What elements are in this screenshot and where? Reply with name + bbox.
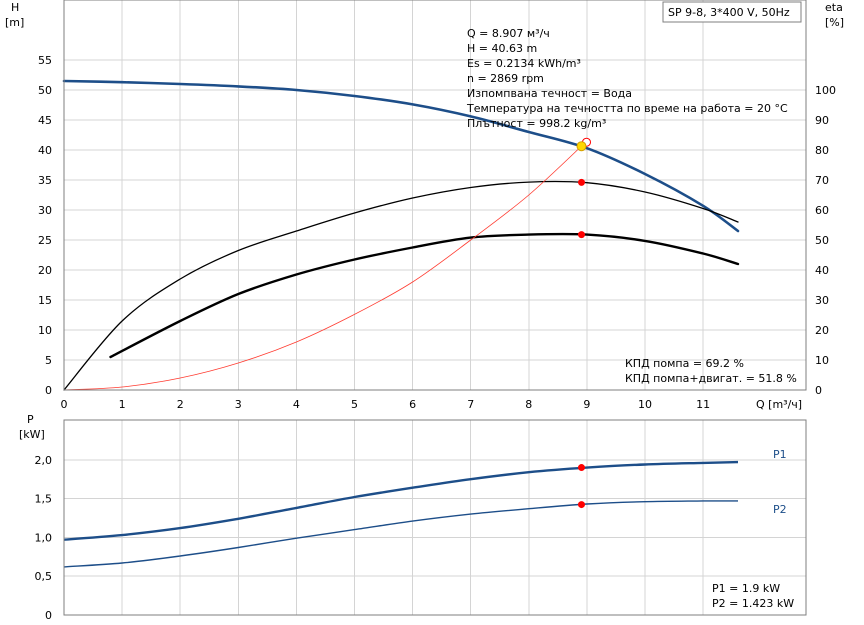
y-right-tick-30: 30 xyxy=(815,294,829,307)
y-left-tick-10: 10 xyxy=(38,324,52,337)
info-line-es: Es = 0.2134 kWh/m³ xyxy=(467,57,581,70)
y-left-tick-5: 5 xyxy=(45,354,52,367)
y-right-tick-100: 100 xyxy=(815,84,836,97)
y-left-tick-50: 50 xyxy=(38,84,52,97)
info-line-n: n = 2869 rpm xyxy=(467,72,544,85)
y-left-tick-0: 0 xyxy=(45,384,52,397)
y-right-tick-80: 80 xyxy=(815,144,829,157)
power-line-p2: P2 = 1.423 kW xyxy=(712,597,794,610)
y-bottom-tick-2,0: 2,0 xyxy=(35,454,53,467)
eff-line-pump: КПД помпа = 69.2 % xyxy=(625,357,744,370)
system-curve xyxy=(63,140,588,391)
info-line-temp: Температура на течността по време на раб… xyxy=(466,102,788,115)
bottom-y-label-line2: [kW] xyxy=(19,428,45,441)
x-tick-6: 6 xyxy=(409,398,416,411)
x-tick-8: 8 xyxy=(525,398,532,411)
bottom-plot-frame xyxy=(63,419,807,616)
y-left-tick-15: 15 xyxy=(38,294,52,307)
eta-pump-op-marker xyxy=(577,178,585,186)
top-y-right-label-line2: [%] xyxy=(825,16,844,29)
power-curve-p1 xyxy=(63,460,739,541)
p1-op-marker xyxy=(577,464,585,472)
y-right-tick-40: 40 xyxy=(815,264,829,277)
info-line-fluid: Изпомпвана течност = Вода xyxy=(467,87,632,100)
power-line-p1: P1 = 1.9 kW xyxy=(712,582,780,595)
y-bottom-tick-0: 0 xyxy=(45,609,52,622)
p2-op-marker xyxy=(577,501,585,509)
y-right-tick-90: 90 xyxy=(815,114,829,127)
top-plot-frame xyxy=(63,0,807,391)
y-left-tick-30: 30 xyxy=(38,204,52,217)
top-x-label: Q [m³/ч] xyxy=(756,398,802,411)
y-right-tick-70: 70 xyxy=(815,174,829,187)
y-right-tick-0: 0 xyxy=(815,384,822,397)
y-left-tick-20: 20 xyxy=(38,264,52,277)
eta_pump-curve xyxy=(63,180,739,391)
y-right-tick-50: 50 xyxy=(815,234,829,247)
ticks: 0 1 2 3 4 5 6 7 8 9 10 1105101520253035404550550102… xyxy=(35,54,837,622)
curves xyxy=(62,79,740,568)
info-line-density: Плътност = 998.2 kg/m³ xyxy=(467,117,606,130)
y-bottom-tick-1,5: 1,5 xyxy=(35,493,53,506)
head-curve xyxy=(62,79,740,233)
y-left-tick-55: 55 xyxy=(38,54,52,67)
duty-point-marker xyxy=(576,141,587,152)
x-tick-2: 2 xyxy=(177,398,184,411)
x-tick-0: 0 xyxy=(61,398,68,411)
y-left-tick-35: 35 xyxy=(38,174,52,187)
title-box xyxy=(662,1,802,23)
eta_total-curve xyxy=(109,232,740,359)
info-line-h: H = 40.63 m xyxy=(467,42,537,55)
x-tick-4: 4 xyxy=(293,398,300,411)
info-line-q: Q = 8.907 м³/ч xyxy=(467,27,550,40)
y-left-tick-25: 25 xyxy=(38,234,52,247)
top-y-right-label-line1: eta xyxy=(825,1,843,14)
series-label-p2: P2 xyxy=(773,503,787,516)
y-bottom-tick-1,0: 1,0 xyxy=(35,531,53,544)
y-right-tick-60: 60 xyxy=(815,204,829,217)
x-tick-5: 5 xyxy=(351,398,358,411)
y-right-tick-20: 20 xyxy=(815,324,829,337)
eta-total-op-marker xyxy=(577,231,585,239)
y-left-tick-45: 45 xyxy=(38,114,52,127)
bottom-grid xyxy=(64,420,806,615)
top-y-left-label-line2: [m] xyxy=(5,16,24,29)
eff-line-total: КПД помпа+двигат. = 51.8 % xyxy=(625,372,797,385)
bottom-y-label-line1: P xyxy=(27,413,34,426)
y-bottom-tick-0,5: 0,5 xyxy=(35,570,53,583)
x-tick-9: 9 xyxy=(583,398,590,411)
x-tick-1: 1 xyxy=(119,398,126,411)
x-tick-3: 3 xyxy=(235,398,242,411)
x-tick-10: 10 xyxy=(638,398,652,411)
x-tick-7: 7 xyxy=(467,398,474,411)
y-left-tick-40: 40 xyxy=(38,144,52,157)
title-box-text: SP 9-8, 3*400 V, 50Hz xyxy=(668,6,790,19)
y-right-tick-10: 10 xyxy=(815,354,829,367)
x-tick-11: 11 xyxy=(696,398,710,411)
top-y-left-label-line1: H xyxy=(11,1,19,14)
labels: H [m] eta [%] Q [m³/ч] P [kW] SP 9-8, 3*… xyxy=(5,1,844,610)
series-label-p1: P1 xyxy=(773,448,787,461)
power-curve-p2 xyxy=(63,500,739,568)
top-grid xyxy=(64,0,806,390)
